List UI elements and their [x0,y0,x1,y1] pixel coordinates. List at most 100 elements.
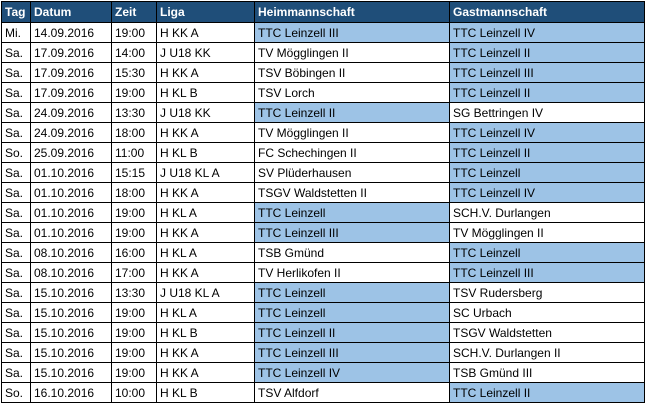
cell-gastmannschaft: TTC Leinzell II [449,42,645,63]
cell-heimmannschaft: TTC Leinzell III [254,22,450,43]
cell-gastmannschaft: TTC Leinzell II [449,382,645,403]
table-row: Sa. 24.09.2016 13:30 J U18 KK TTC Leinzell I… [1,102,645,123]
cell-liga: H KL B [156,142,255,163]
cell-datum: 15.10.2016 [30,302,112,323]
cell-datum: 17.09.2016 [30,82,112,103]
cell-liga: H KK A [156,122,255,143]
table-row: Sa. 01.10.2016 19:00 H KK A TTC Leinzell III… [1,222,645,243]
cell-tag: Sa. [1,182,31,203]
cell-tag: So. [1,382,31,403]
cell-zeit: 10:00 [111,382,157,403]
cell-zeit: 15:15 [111,162,157,183]
cell-gastmannschaft: TSB Gmünd III [449,362,645,383]
cell-liga: J U18 KL A [156,282,255,303]
header-zeit: Zeit [111,1,157,23]
cell-liga: J U18 KK [156,42,255,63]
cell-gastmannschaft: TTC Leinzell IV [449,22,645,43]
cell-zeit: 14:00 [111,42,157,63]
table-row: Sa. 17.09.2016 19:00 H KL B TSV Lorch TTC Lei… [1,82,645,103]
cell-heimmannschaft: TTC Leinzell [254,202,450,223]
cell-heimmannschaft: TV Herlikofen II [254,262,450,283]
cell-zeit: 13:30 [111,282,157,303]
cell-liga: H KK A [156,362,255,383]
table-row: Sa. 17.09.2016 15:30 H KK A TSV Böbingen II T… [1,62,645,83]
cell-heimmannschaft: TSV Alfdorf [254,382,450,403]
cell-tag: Sa. [1,42,31,63]
table-row: Sa. 15.10.2016 19:00 H KK A TTC Leinzell III… [1,342,645,363]
cell-zeit: 19:00 [111,302,157,323]
cell-liga: J U18 KL A [156,162,255,183]
cell-zeit: 19:00 [111,342,157,363]
table-row: Sa. 15.10.2016 19:00 H KL A TTC Leinzell SC U… [1,302,645,323]
cell-gastmannschaft: SG Bettringen IV [449,102,645,123]
cell-datum: 24.09.2016 [30,122,112,143]
table-row: Sa. 01.10.2016 18:00 H KK A TSGV Waldstetten… [1,182,645,203]
table-body: Mi. 14.09.2016 19:00 H KK A TTC Leinzell III… [1,22,645,403]
cell-datum: 25.09.2016 [30,142,112,163]
cell-heimmannschaft: TTC Leinzell III [254,222,450,243]
table-row: Sa. 24.09.2016 18:00 H KK A TV Mögglingen II… [1,122,645,143]
cell-gastmannschaft: TTC Leinzell [449,242,645,263]
cell-zeit: 18:00 [111,182,157,203]
cell-heimmannschaft: TSB Gmünd [254,242,450,263]
cell-datum: 24.09.2016 [30,102,112,123]
cell-gastmannschaft: TTC Leinzell III [449,262,645,283]
cell-gastmannschaft: TTC Leinzell IV [449,122,645,143]
cell-zeit: 19:00 [111,202,157,223]
cell-tag: Sa. [1,362,31,383]
cell-datum: 01.10.2016 [30,162,112,183]
cell-gastmannschaft: TV Mögglingen II [449,222,645,243]
cell-tag: Sa. [1,102,31,123]
table-row: Sa. 01.10.2016 15:15 J U18 KL A SV Plüderhau… [1,162,645,183]
cell-gastmannschaft: TTC Leinzell II [449,142,645,163]
cell-datum: 17.09.2016 [30,42,112,63]
table-row: Sa. 08.10.2016 16:00 H KL A TSB Gmünd TTC Lei… [1,242,645,263]
table-row: Sa. 15.10.2016 19:00 H KL B TTC Leinzell II T… [1,322,645,343]
header-gastmannschaft: Gastmannschaft [449,1,645,23]
cell-datum: 01.10.2016 [30,222,112,243]
table-row: Mi. 14.09.2016 19:00 H KK A TTC Leinzell III… [1,22,645,43]
cell-liga: H KL B [156,82,255,103]
cell-zeit: 13:30 [111,102,157,123]
cell-zeit: 11:00 [111,142,157,163]
cell-zeit: 18:00 [111,122,157,143]
cell-gastmannschaft: SCH.V. Durlangen [449,202,645,223]
cell-zeit: 19:00 [111,362,157,383]
cell-heimmannschaft: TV Mögglingen II [254,122,450,143]
header-tag: Tag [1,1,31,23]
cell-gastmannschaft: TSGV Waldstetten [449,322,645,343]
cell-tag: Sa. [1,242,31,263]
cell-tag: Sa. [1,222,31,243]
cell-liga: J U18 KK [156,102,255,123]
table-header-row: Tag Datum Zeit Liga Heimmannschaft Gastm… [1,1,645,23]
cell-tag: Sa. [1,262,31,283]
cell-zeit: 19:00 [111,322,157,343]
cell-gastmannschaft: TTC Leinzell IV [449,182,645,203]
cell-datum: 15.10.2016 [30,362,112,383]
cell-liga: H KK A [156,22,255,43]
table-row: So. 16.10.2016 10:00 H KL B TSV Alfdorf TTC L… [1,382,645,403]
match-schedule-table: Tag Datum Zeit Liga Heimmannschaft Gastm… [1,1,645,403]
cell-liga: H KL B [156,322,255,343]
cell-liga: H KK A [156,222,255,243]
cell-gastmannschaft: TTC Leinzell [449,162,645,183]
cell-datum: 16.10.2016 [30,382,112,403]
cell-heimmannschaft: FC Schechingen II [254,142,450,163]
cell-tag: Sa. [1,302,31,323]
cell-datum: 08.10.2016 [30,262,112,283]
cell-liga: H KK A [156,262,255,283]
cell-liga: H KK A [156,62,255,83]
cell-tag: Sa. [1,162,31,183]
table-row: Sa. 17.09.2016 14:00 J U18 KK TV Mögglingen … [1,42,645,63]
cell-tag: Sa. [1,282,31,303]
cell-gastmannschaft: SC Urbach [449,302,645,323]
cell-tag: Sa. [1,122,31,143]
cell-heimmannschaft: TTC Leinzell II [254,322,450,343]
cell-heimmannschaft: TV Mögglingen II [254,42,450,63]
cell-datum: 15.10.2016 [30,322,112,343]
table-row: Sa. 08.10.2016 17:00 H KK A TV Herlikofen II… [1,262,645,283]
cell-datum: 01.10.2016 [30,182,112,203]
cell-liga: H KL A [156,202,255,223]
schedule-table-container: Tag Datum Zeit Liga Heimmannschaft Gastm… [1,1,645,403]
cell-liga: H KL B [156,382,255,403]
